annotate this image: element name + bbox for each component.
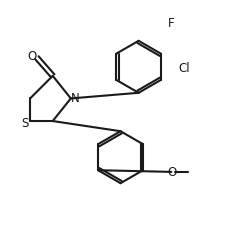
Text: N: N xyxy=(70,92,79,105)
Text: O: O xyxy=(27,50,36,63)
Text: Cl: Cl xyxy=(177,62,189,75)
Text: O: O xyxy=(167,166,176,179)
Text: F: F xyxy=(167,17,174,30)
Text: S: S xyxy=(21,116,29,129)
